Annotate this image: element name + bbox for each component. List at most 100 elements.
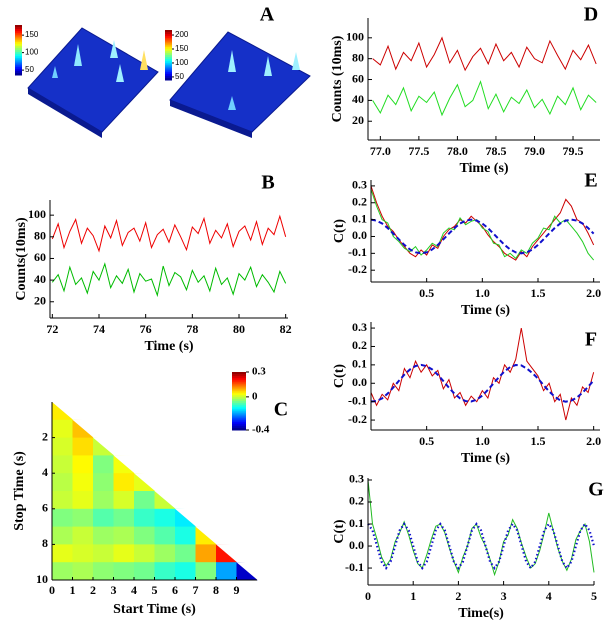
colorbar-segment: [15, 58, 22, 61]
colorbar-segment: [15, 27, 22, 30]
colorbar-segment: [232, 410, 246, 414]
x-tick-label: 2.0: [586, 434, 601, 448]
heatmap-cell: [175, 544, 196, 563]
heatmap-cell: [113, 508, 135, 527]
heatmap-cell: [93, 508, 114, 527]
x-tick-label: 77.0: [370, 144, 391, 158]
y-tick-label: 8: [42, 536, 48, 550]
colorbar-segment: [232, 426, 246, 429]
colorbar-segment: [232, 397, 246, 400]
y-tick-label: 0.2: [349, 494, 364, 508]
x-axis-label: Time (s): [461, 303, 510, 318]
x-tick-label: 2: [455, 589, 461, 603]
x-tick-label: 78.5: [485, 144, 506, 158]
y-tick-label: 6: [42, 501, 48, 515]
x-tick-label: 76: [140, 322, 152, 336]
mask: [72, 419, 94, 438]
y-tick-label: 10: [36, 572, 48, 586]
x-tick-label: 9: [234, 583, 240, 597]
mask: [195, 526, 217, 545]
colorbar-segment: [15, 35, 22, 38]
x-tick-label: 0: [365, 589, 371, 603]
plot-area: [367, 479, 596, 577]
surface: [169, 31, 311, 133]
heatmap-cell: [134, 526, 155, 545]
x-axis-label: Start Time (s): [113, 602, 196, 617]
panel-label: C: [274, 399, 288, 421]
mask: [93, 437, 114, 456]
y-tick-label: 80: [352, 50, 364, 64]
y-tick-label: 40: [352, 92, 364, 106]
colorbar-tick-label: 0.3: [252, 366, 266, 378]
surface: [27, 27, 159, 133]
colorbar-tick-label: 50: [25, 65, 34, 74]
x-axis-label: Time (s): [144, 339, 193, 354]
x-tick-label: 1.5: [530, 434, 545, 448]
y-tick-label: 0.2: [352, 338, 367, 352]
heatmap-cell: [93, 455, 114, 474]
heatmap-cell: [154, 544, 176, 563]
colorbar-segment: [165, 61, 172, 64]
y-axis-label: Counts(10ms): [14, 217, 29, 301]
colorbar-segment: [232, 399, 246, 402]
heatmap-cell: [154, 526, 176, 545]
x-tick-label: 80: [233, 322, 245, 336]
colorbar-segment: [15, 60, 22, 63]
x-tick-label: 5: [591, 589, 597, 603]
peak: [264, 56, 272, 76]
x-axis-label: Time (s): [461, 451, 510, 466]
colorbar-segment: [232, 373, 246, 377]
surface-edge: [170, 100, 252, 138]
y-tick-label: 0.1: [352, 357, 367, 371]
x-tick-label: 8: [213, 583, 219, 597]
colorbar-segment: [15, 37, 22, 41]
x-tick-label: 4: [546, 589, 552, 603]
y-tick-label: -0.2: [348, 412, 367, 426]
series-line: [367, 522, 596, 570]
heatmap-cell: [93, 562, 114, 581]
heatmap-cell: [72, 526, 94, 545]
y-tick-label: 80: [34, 229, 46, 243]
colorbar-segment: [165, 38, 172, 41]
colorbar-segment: [165, 34, 172, 37]
panel-label: D: [584, 4, 598, 26]
colorbar-segment: [15, 68, 22, 72]
y-tick-label: 0.1: [352, 211, 367, 225]
y-tick-label: 4: [42, 465, 48, 479]
colorbar-segment: [165, 52, 172, 56]
y-tick-label: 0.0: [352, 228, 367, 242]
heatmap-cell: [175, 526, 196, 545]
heatmap-cell: [113, 473, 135, 492]
colorbar-segment: [232, 395, 246, 398]
plot-area: [370, 327, 595, 421]
y-tick-label: 100: [28, 207, 46, 221]
peak: [74, 44, 82, 66]
heatmap-cell: [72, 455, 94, 474]
colorbar-segment: [232, 391, 246, 394]
heatmap-cell: [72, 544, 94, 563]
y-tick-label: 0.3: [352, 320, 367, 334]
y-tick-label: 0.2: [352, 195, 367, 209]
x-tick-label: 0.5: [419, 286, 434, 300]
colorbar-segment: [232, 404, 246, 408]
x-tick-label: 7: [193, 583, 199, 597]
x-tick-label: 79.5: [563, 144, 584, 158]
colorbar-segment: [165, 48, 172, 52]
y-tick-label: 0.0: [352, 375, 367, 389]
colorbar-segment: [232, 375, 246, 379]
heatmap-cell: [52, 473, 73, 492]
colorbar-segment: [232, 402, 246, 406]
colorbar-segment: [232, 387, 246, 390]
series-line: [372, 36, 597, 72]
x-tick-label: 72: [46, 322, 58, 336]
heatmap-cell: [72, 562, 94, 581]
x-tick-label: 78.0: [447, 144, 468, 158]
series-line: [370, 327, 595, 421]
colorbar-segment: [15, 45, 22, 49]
colorbar-segment: [15, 39, 22, 43]
colorbar-segment: [232, 389, 246, 392]
heatmap-cell: [72, 491, 94, 510]
colorbar-segment: [165, 46, 172, 50]
y-tick-label: 100: [346, 30, 364, 44]
colorbar-segment: [15, 64, 22, 68]
